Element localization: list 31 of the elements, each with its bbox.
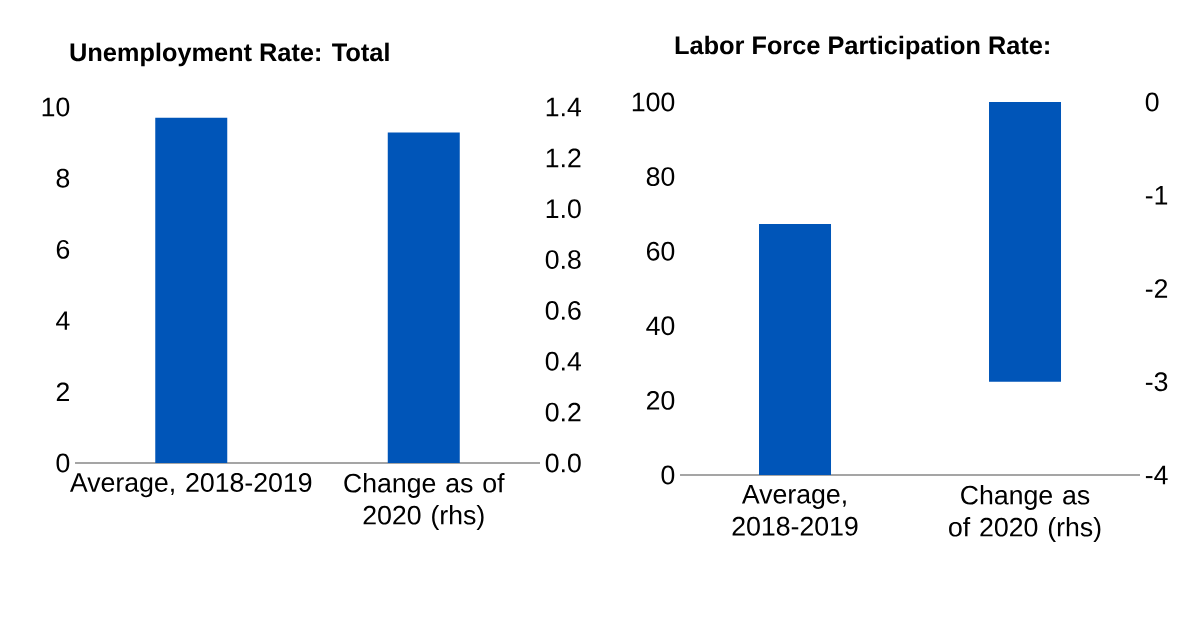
chart-title: Labor Force Participation Rate: xyxy=(675,35,1049,60)
y-tick-label: 60 xyxy=(647,241,675,261)
y-tick-label: 100 xyxy=(632,92,675,112)
y-tick-label: 0 xyxy=(661,465,675,485)
y-tick-label: 20 xyxy=(646,390,675,410)
y2-tick-label: 0.2 xyxy=(545,402,581,422)
y2-tick-label: 0.8 xyxy=(545,250,581,269)
y2-tick-label: 0 xyxy=(1145,92,1159,112)
y-tick-label: 40 xyxy=(646,316,675,336)
y2-tick-label: 0.0 xyxy=(545,453,581,473)
y-tick-label: 4 xyxy=(56,311,70,330)
x-tick-label: Change as of 2020 (rhs) xyxy=(344,473,505,530)
y2-tick-label: 1.4 xyxy=(546,97,582,117)
y2-tick-label: 1.0 xyxy=(546,199,581,219)
y-tick-label: 80 xyxy=(646,167,675,187)
y-tick-label: 6 xyxy=(56,239,70,259)
y-tick-label: 0 xyxy=(56,453,70,473)
x-tick-label: Change as of 2020 (rhs) xyxy=(949,485,1101,542)
x-tick-label: Average, 2018-2019 xyxy=(732,485,858,536)
y2-tick-label: 1.2 xyxy=(546,148,581,168)
y2-tick-label: -2 xyxy=(1145,279,1168,298)
y-tick-label: 2 xyxy=(56,382,69,402)
y2-tick-label: -3 xyxy=(1145,372,1168,392)
y2-tick-label: -1 xyxy=(1145,186,1168,205)
chart-title: Unemployment Rate: Total xyxy=(70,42,389,67)
y2-tick-label: 0.4 xyxy=(545,351,582,371)
y2-tick-label: -4 xyxy=(1145,465,1168,485)
y-tick-label: 8 xyxy=(56,168,70,188)
y-tick-label: 10 xyxy=(42,97,70,117)
x-tick-label: Average, 2018-2019 xyxy=(69,473,312,498)
y2-tick-label: 0.6 xyxy=(545,301,581,320)
